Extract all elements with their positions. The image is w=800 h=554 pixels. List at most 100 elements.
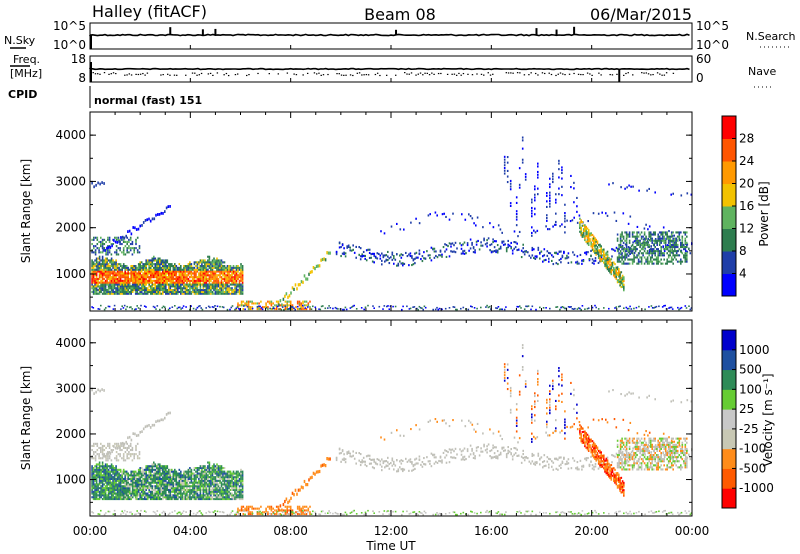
- power-cell: [207, 263, 209, 266]
- nave-dot: [286, 72, 289, 74]
- power-cell: [157, 257, 160, 260]
- power-cell: [622, 237, 625, 240]
- nave-dot: [142, 72, 144, 75]
- power-cell: [522, 251, 524, 254]
- velocity-cell: [95, 490, 98, 493]
- power-cell: [136, 305, 138, 307]
- power-cell: [478, 248, 481, 251]
- power-cell: [247, 304, 250, 307]
- power-cell: [154, 270, 157, 273]
- power-cell: [523, 250, 526, 253]
- velocity-cell: [171, 481, 173, 484]
- velocity-cell: [143, 470, 146, 473]
- power-cell: [186, 265, 188, 268]
- velocity-cell: [174, 494, 176, 497]
- power-cell: [192, 266, 194, 269]
- velocity-cell: [184, 472, 187, 475]
- velocity-cell: [157, 485, 160, 488]
- power-cell: [209, 306, 211, 309]
- power-cell: [569, 306, 571, 308]
- power-cell: [161, 306, 164, 309]
- nave-dot: [162, 73, 164, 76]
- power-cell: [183, 270, 185, 273]
- power-cell: [640, 256, 643, 259]
- power-cell: [94, 290, 96, 293]
- velocity-cell: [109, 474, 111, 477]
- velocity-cell: [154, 474, 157, 477]
- power-colorbar-swatch: [722, 206, 736, 229]
- power-cell: [322, 305, 324, 307]
- power-cell: [247, 302, 250, 305]
- velocity-cell: [98, 468, 101, 471]
- power-cell: [131, 276, 134, 279]
- power-cell: [660, 237, 662, 240]
- power-cell: [152, 305, 155, 308]
- power-cell: [496, 251, 499, 254]
- power-cell: [633, 235, 635, 238]
- power-cell: [214, 292, 217, 295]
- velocity-cell: [192, 488, 194, 491]
- power-cell: [657, 254, 659, 257]
- power-cell: [201, 272, 203, 275]
- power-cell: [637, 243, 640, 246]
- power-cell: [208, 274, 211, 277]
- velocity-cell: [140, 492, 143, 495]
- power-cell: [184, 290, 187, 293]
- power-cell: [148, 259, 150, 262]
- velocity-cell: [109, 481, 111, 484]
- power-cell: [668, 230, 670, 233]
- power-cell: [524, 175, 527, 178]
- nsearch-label: N.Search: [746, 30, 796, 43]
- power-cell: [634, 246, 637, 249]
- velocity-cell: [131, 477, 134, 480]
- velocity-cell: [100, 488, 102, 491]
- power-cell: [601, 250, 604, 253]
- velocity-cell: [186, 496, 188, 499]
- power-cell: [207, 283, 209, 286]
- power-cell: [139, 268, 141, 271]
- power-cell: [675, 237, 677, 240]
- power-cell: [139, 265, 141, 268]
- velocity-cell: [112, 476, 114, 479]
- power-cell: [178, 276, 181, 279]
- power-cell: [181, 281, 184, 284]
- power-cell: [103, 238, 106, 241]
- power-cell: [594, 304, 596, 307]
- power-cell: [234, 266, 236, 269]
- power-cell: [270, 300, 273, 303]
- power-cell: [673, 246, 676, 249]
- power-cell: [130, 279, 132, 282]
- power-cell: [213, 261, 215, 264]
- velocity-cell: [122, 470, 125, 473]
- velocity-cell: [107, 481, 110, 484]
- power-cell: [148, 265, 150, 268]
- power-cell: [622, 212, 625, 215]
- power-cell: [231, 266, 233, 269]
- power-cell: [499, 228, 502, 231]
- power-cell: [664, 248, 667, 251]
- power-cell: [689, 252, 692, 255]
- velocity-cell: [153, 488, 155, 491]
- power-cell: [579, 227, 581, 230]
- velocity-cell: [100, 474, 102, 477]
- power-cell: [208, 257, 211, 260]
- velocity-cell: [148, 485, 150, 488]
- power-cell: [427, 254, 430, 257]
- power-cell: [210, 292, 212, 295]
- power-cell: [517, 235, 519, 238]
- power-cell: [115, 268, 117, 271]
- power-cell: [137, 283, 140, 286]
- power-cell: [169, 265, 172, 268]
- power-cell: [165, 276, 167, 279]
- power-cell: [636, 254, 638, 257]
- power-cell: [530, 256, 532, 259]
- power-cell: [109, 266, 111, 269]
- power-cell: [119, 268, 122, 271]
- power-cell: [97, 277, 99, 280]
- velocity-cell: [121, 498, 123, 501]
- velocity-cell: [153, 476, 155, 479]
- power-cell: [611, 265, 614, 268]
- power-cell: [655, 241, 658, 244]
- power-cell: [307, 302, 310, 305]
- velocity-cell: [101, 488, 104, 491]
